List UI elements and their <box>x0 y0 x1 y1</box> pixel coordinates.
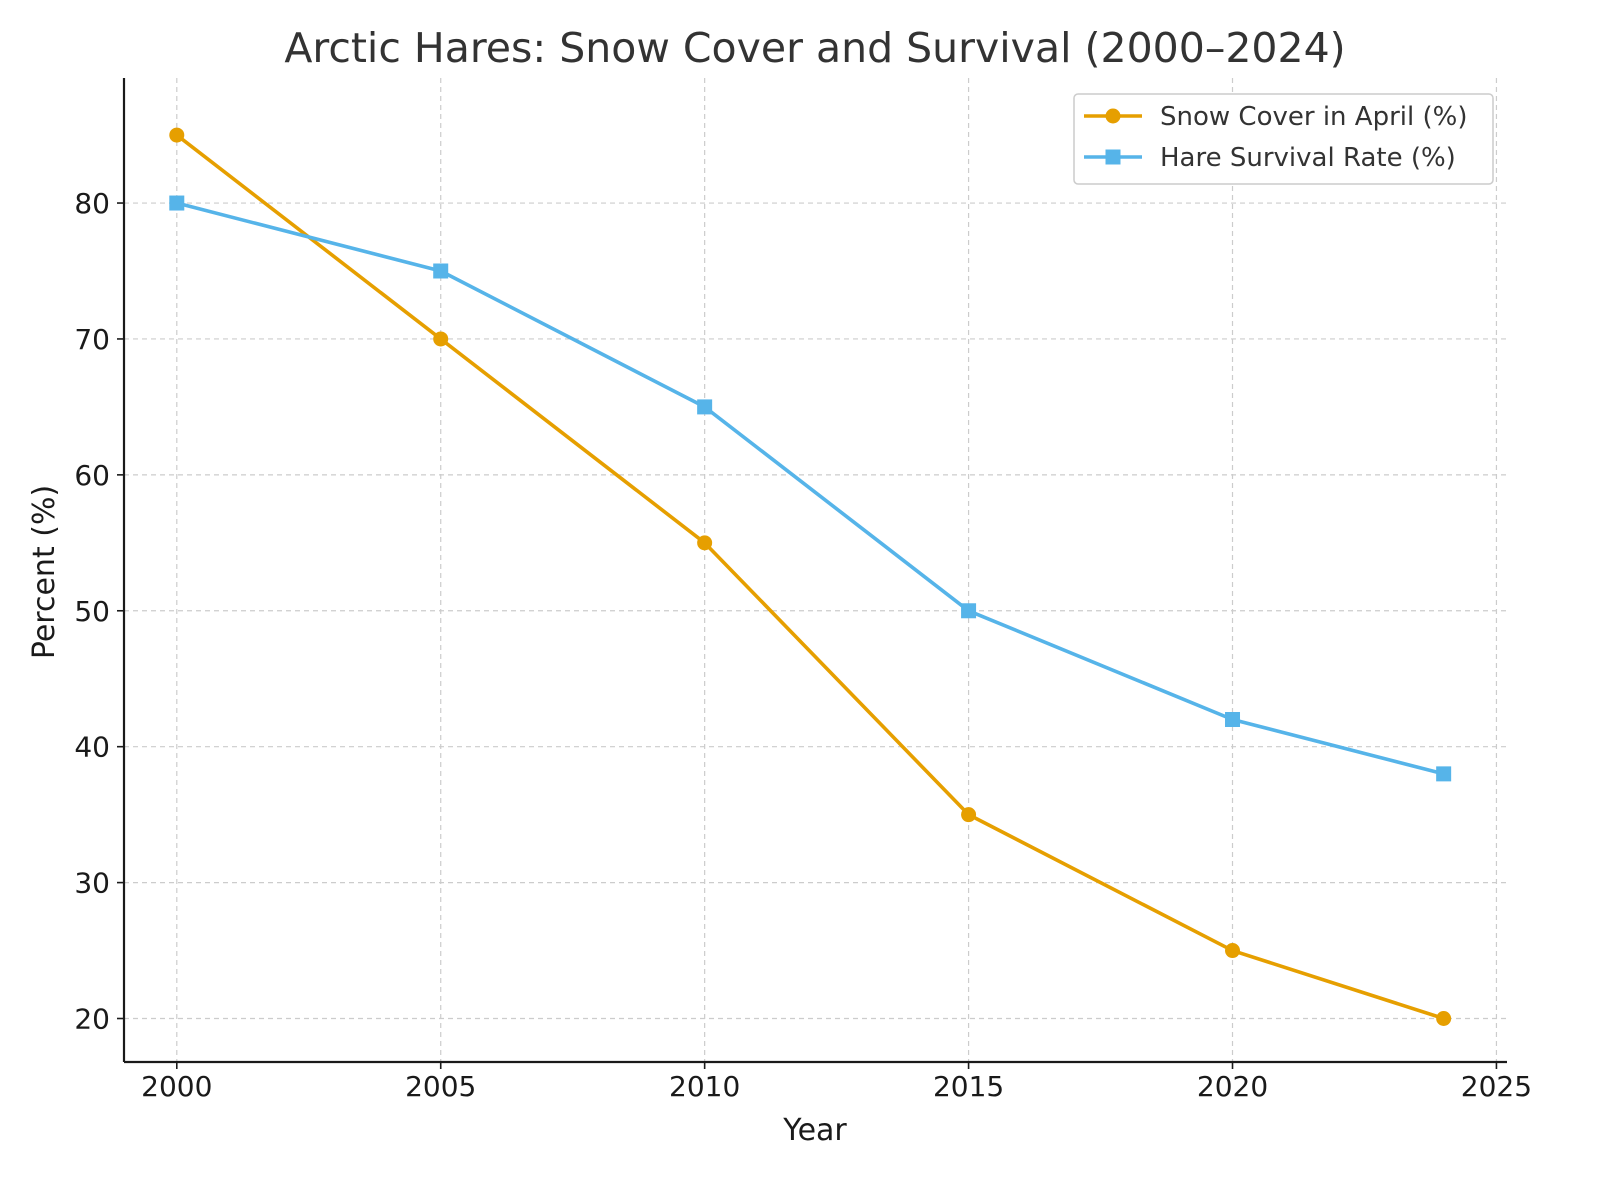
data-point <box>433 331 449 347</box>
series-line-1 <box>174 201 1446 776</box>
series-line-0 <box>174 133 1446 1021</box>
y-tick-label: 60 <box>74 459 110 492</box>
data-point <box>697 535 713 551</box>
data-point <box>1225 943 1241 959</box>
x-tick-label: 2005 <box>405 1070 476 1103</box>
y-tick-label: 80 <box>74 187 110 220</box>
legend-entry: Snow Cover in April (%) <box>1160 102 1467 132</box>
x-axis-label: Year <box>782 1113 847 1148</box>
data-point <box>1436 1011 1452 1027</box>
series-layer <box>169 127 1452 1027</box>
data-point <box>169 127 185 143</box>
legend-box <box>1073 93 1494 185</box>
data-point <box>169 195 185 211</box>
legend: Snow Cover in April (%) Hare Survival Rat… <box>1073 93 1494 185</box>
y-axis-label: Percent (%) <box>27 485 62 659</box>
grid-lines <box>124 78 1507 1062</box>
y-tick-label: 30 <box>74 867 110 900</box>
y-tick-label: 40 <box>74 731 110 764</box>
y-tick-label: 70 <box>74 323 110 356</box>
x-tick-label: 2020 <box>1197 1070 1268 1103</box>
x-tick-label: 2025 <box>1461 1070 1532 1103</box>
data-point <box>1225 712 1241 728</box>
data-point <box>433 263 449 279</box>
data-point <box>961 603 977 619</box>
legend-marker <box>1105 149 1121 165</box>
data-point <box>697 399 713 415</box>
legend-entry: Hare Survival Rate (%) <box>1160 143 1456 173</box>
data-point <box>961 807 977 823</box>
x-tick-label: 2010 <box>669 1070 740 1103</box>
data-point <box>1436 766 1452 782</box>
legend-marker <box>1105 108 1121 124</box>
x-tick-label: 2000 <box>141 1070 212 1103</box>
y-tick-label: 20 <box>74 1003 110 1036</box>
chart-title: Arctic Hares: Snow Cover and Survival (2… <box>284 24 1345 72</box>
x-tick-label: 2015 <box>933 1070 1004 1103</box>
y-tick-label: 50 <box>74 595 110 628</box>
